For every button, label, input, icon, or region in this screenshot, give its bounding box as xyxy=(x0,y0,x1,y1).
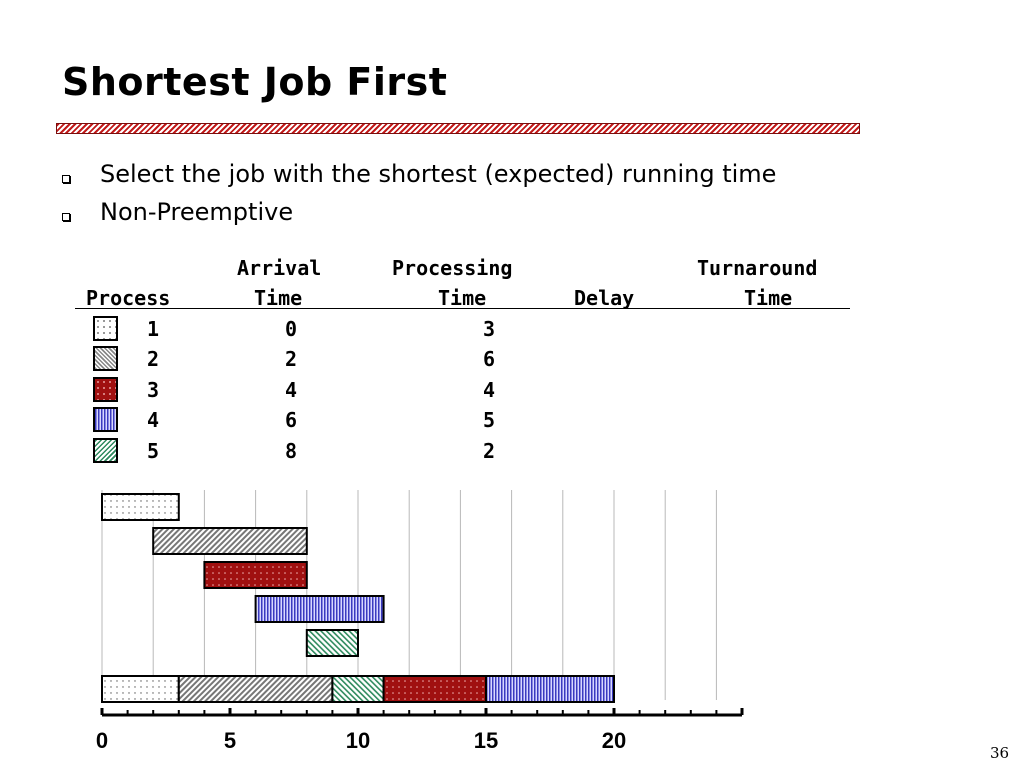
header-process: Process xyxy=(86,286,171,310)
process-3-swatch xyxy=(93,377,118,402)
processing-value: 3 xyxy=(483,317,496,341)
title-underline xyxy=(56,123,860,134)
process-4-swatch xyxy=(93,407,118,432)
bullet-text: Non-Preemptive xyxy=(100,198,294,226)
header-processing: Processing xyxy=(392,256,513,280)
arrival-value: 4 xyxy=(285,378,298,402)
process-id: 2 xyxy=(147,347,160,371)
x-tick-label: 5 xyxy=(224,728,236,753)
x-tick-label: 10 xyxy=(346,728,370,753)
processing-value: 6 xyxy=(483,347,496,371)
slide-title: Shortest Job First xyxy=(62,60,448,104)
header-turnaround-time: Time xyxy=(744,286,793,310)
request-bar-process-4 xyxy=(254,595,385,623)
request-bar-process-2 xyxy=(152,527,308,555)
x-tick-label: 15 xyxy=(474,728,498,753)
schedule-bar-process-3 xyxy=(382,675,488,703)
schedule-bar-process-5 xyxy=(331,675,385,703)
bullet-item: Non-Preemptive xyxy=(62,193,776,231)
schedule-bar-process-4 xyxy=(485,675,615,703)
schedule-bar-process-1 xyxy=(101,675,180,703)
header-arrival: Arrival xyxy=(237,256,322,280)
process-id: 3 xyxy=(147,378,160,402)
request-bar-process-3 xyxy=(203,561,308,589)
x-tick-label: 0 xyxy=(96,728,108,753)
process-2-swatch xyxy=(93,346,118,371)
header-turnaround: Turnaround xyxy=(697,256,818,280)
header-delay: Delay xyxy=(574,286,635,310)
arrival-value: 2 xyxy=(285,347,298,371)
process-1-swatch xyxy=(93,316,118,341)
bullet-text: Select the job with the shortest (expect… xyxy=(100,160,777,188)
page-number: 36 xyxy=(990,744,1010,762)
bullet-list: Select the job with the shortest (expect… xyxy=(62,155,776,231)
process-id: 4 xyxy=(147,408,160,432)
processing-value: 4 xyxy=(483,378,496,402)
process-id: 1 xyxy=(147,317,160,341)
process-id: 5 xyxy=(147,439,160,463)
header-processing-time: Time xyxy=(438,286,487,310)
arrival-value: 6 xyxy=(285,408,298,432)
x-tick-label: 20 xyxy=(602,728,626,753)
process-5-swatch xyxy=(93,438,118,463)
processing-value: 5 xyxy=(483,408,496,432)
header-rule xyxy=(75,308,850,309)
schedule-bar-process-2 xyxy=(177,675,334,703)
bullet-square-icon xyxy=(62,213,70,221)
bullet-square-icon xyxy=(62,175,70,183)
header-arrival-time: Time xyxy=(254,286,303,310)
arrival-value: 0 xyxy=(285,317,298,341)
bullet-item: Select the job with the shortest (expect… xyxy=(62,155,776,193)
request-bar-process-5 xyxy=(305,629,359,657)
processing-value: 2 xyxy=(483,439,496,463)
arrival-value: 8 xyxy=(285,439,298,463)
request-bar-process-1 xyxy=(101,493,180,521)
